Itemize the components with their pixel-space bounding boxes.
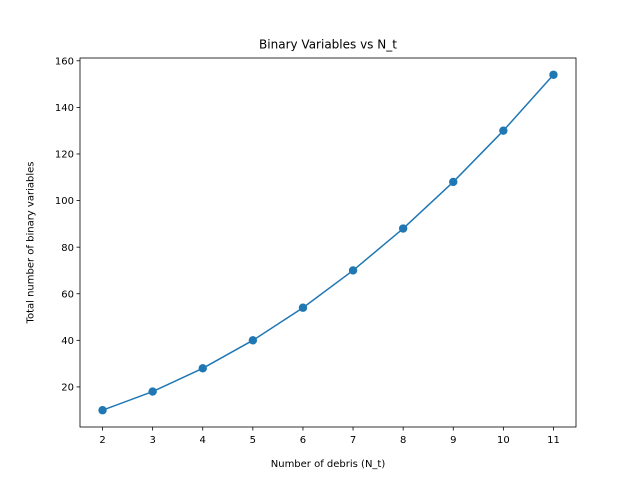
y-tick-label: 60 xyxy=(61,289,74,300)
data-point xyxy=(449,177,458,187)
y-axis-title: Total number of binary variables xyxy=(26,162,37,325)
x-tick-label: 6 xyxy=(300,435,306,446)
y-tick-label: 80 xyxy=(61,243,74,254)
data-point xyxy=(248,336,258,345)
y-tick-label: 40 xyxy=(61,336,74,347)
data-point xyxy=(148,387,157,396)
data-point xyxy=(198,364,207,373)
chart-title: Binary Variables vs N_t xyxy=(259,38,397,52)
plot-area: 2 3 4 5 6 7 8 9 10 11 20 40 60 80 100 120 140 160 xyxy=(55,56,577,446)
data-point xyxy=(499,126,508,135)
data-point xyxy=(398,224,408,233)
x-tick-label: 7 xyxy=(350,435,356,446)
data-point xyxy=(98,406,107,415)
data-point xyxy=(298,303,308,312)
y-tick-label: 140 xyxy=(55,103,74,114)
data-point xyxy=(348,266,358,275)
plot-frame xyxy=(79,57,577,428)
x-tick-label: 10 xyxy=(497,435,510,446)
x-tick-label: 5 xyxy=(250,435,256,446)
series-line xyxy=(102,74,555,411)
x-tick-label: 9 xyxy=(450,435,456,446)
x-tick-label: 2 xyxy=(99,435,105,446)
y-tick-label: 120 xyxy=(55,150,74,161)
x-tick-label: 3 xyxy=(149,435,155,446)
y-tick-label: 160 xyxy=(55,56,74,67)
y-tick-label: 20 xyxy=(61,383,74,394)
x-tick-label: 8 xyxy=(400,435,406,446)
x-tick-label: 4 xyxy=(200,435,206,446)
x-axis-title: Number of debris (N_t) xyxy=(271,459,386,470)
x-tick-label: 11 xyxy=(547,435,560,446)
data-point xyxy=(549,70,558,79)
y-tick-label: 100 xyxy=(55,196,74,207)
